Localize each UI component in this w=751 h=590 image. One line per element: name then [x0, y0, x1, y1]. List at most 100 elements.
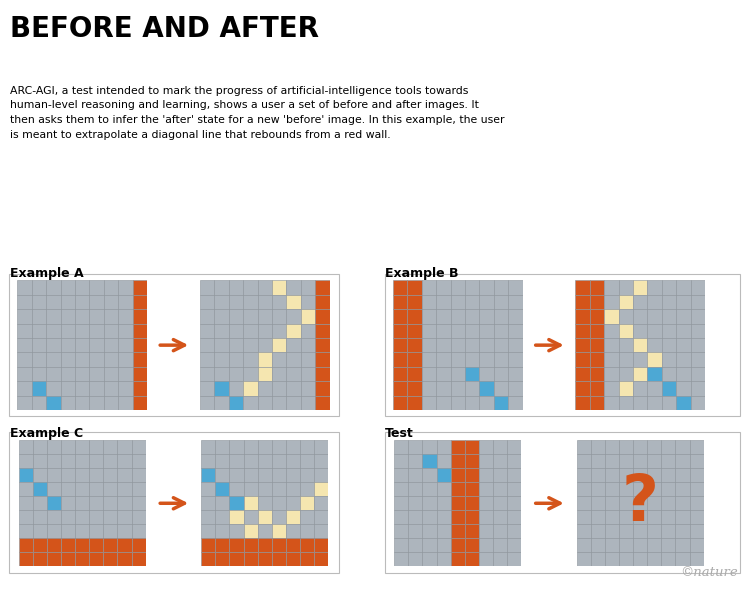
- Bar: [604, 294, 619, 309]
- Bar: [33, 482, 47, 496]
- Bar: [89, 524, 104, 538]
- Bar: [47, 454, 61, 468]
- Bar: [272, 510, 286, 524]
- Bar: [201, 552, 216, 566]
- Bar: [201, 482, 216, 496]
- Bar: [465, 381, 479, 396]
- Bar: [647, 552, 662, 566]
- Bar: [315, 367, 330, 381]
- Bar: [61, 294, 75, 309]
- Bar: [89, 552, 104, 566]
- Bar: [619, 323, 633, 338]
- Bar: [314, 454, 328, 468]
- Bar: [89, 482, 104, 496]
- Bar: [691, 338, 705, 352]
- Bar: [47, 468, 61, 482]
- Bar: [32, 338, 46, 352]
- Bar: [243, 280, 258, 294]
- Bar: [89, 367, 104, 381]
- Bar: [591, 510, 605, 524]
- Bar: [272, 352, 286, 367]
- Bar: [243, 482, 258, 496]
- Bar: [75, 538, 89, 552]
- Bar: [605, 524, 619, 538]
- Bar: [507, 496, 521, 510]
- Bar: [451, 440, 465, 454]
- Bar: [61, 280, 75, 294]
- Bar: [32, 309, 46, 323]
- Bar: [479, 367, 494, 381]
- Bar: [423, 552, 436, 566]
- Bar: [604, 323, 619, 338]
- Bar: [508, 396, 523, 410]
- Bar: [61, 396, 75, 410]
- Bar: [507, 510, 521, 524]
- Bar: [577, 538, 591, 552]
- Bar: [230, 482, 243, 496]
- Bar: [647, 468, 662, 482]
- Bar: [243, 294, 258, 309]
- Bar: [61, 482, 75, 496]
- Bar: [104, 381, 119, 396]
- Bar: [507, 524, 521, 538]
- Bar: [436, 524, 451, 538]
- Bar: [407, 280, 421, 294]
- Bar: [494, 294, 508, 309]
- Bar: [104, 367, 119, 381]
- Bar: [689, 524, 704, 538]
- Bar: [493, 440, 507, 454]
- Bar: [119, 294, 133, 309]
- Bar: [272, 538, 286, 552]
- Bar: [243, 352, 258, 367]
- Bar: [633, 323, 647, 338]
- Bar: [662, 294, 677, 309]
- Bar: [272, 496, 286, 510]
- Bar: [407, 323, 421, 338]
- Bar: [300, 552, 314, 566]
- Bar: [75, 482, 89, 496]
- Bar: [228, 323, 243, 338]
- Bar: [131, 454, 146, 468]
- Bar: [633, 510, 647, 524]
- Bar: [677, 338, 691, 352]
- Bar: [393, 352, 407, 367]
- Bar: [258, 381, 272, 396]
- Bar: [230, 468, 243, 482]
- Text: Example A: Example A: [10, 267, 83, 280]
- Bar: [479, 496, 493, 510]
- Bar: [214, 367, 228, 381]
- Bar: [300, 510, 314, 524]
- Bar: [201, 496, 216, 510]
- Bar: [315, 381, 330, 396]
- Bar: [216, 510, 230, 524]
- Bar: [675, 482, 689, 496]
- Bar: [494, 309, 508, 323]
- Bar: [647, 367, 662, 381]
- Bar: [493, 454, 507, 468]
- Bar: [272, 323, 286, 338]
- Bar: [216, 468, 230, 482]
- Bar: [61, 524, 75, 538]
- Bar: [647, 538, 662, 552]
- Bar: [243, 454, 258, 468]
- Bar: [243, 496, 258, 510]
- Bar: [605, 538, 619, 552]
- Bar: [605, 496, 619, 510]
- Bar: [421, 309, 436, 323]
- Bar: [104, 510, 117, 524]
- Bar: [577, 496, 591, 510]
- Bar: [421, 352, 436, 367]
- Bar: [61, 468, 75, 482]
- Bar: [214, 338, 228, 352]
- Bar: [104, 352, 119, 367]
- Bar: [451, 496, 465, 510]
- Bar: [230, 538, 243, 552]
- Bar: [394, 538, 409, 552]
- Bar: [409, 510, 423, 524]
- Bar: [423, 538, 436, 552]
- Bar: [393, 381, 407, 396]
- Bar: [46, 294, 61, 309]
- Bar: [131, 468, 146, 482]
- Bar: [689, 496, 704, 510]
- Bar: [32, 352, 46, 367]
